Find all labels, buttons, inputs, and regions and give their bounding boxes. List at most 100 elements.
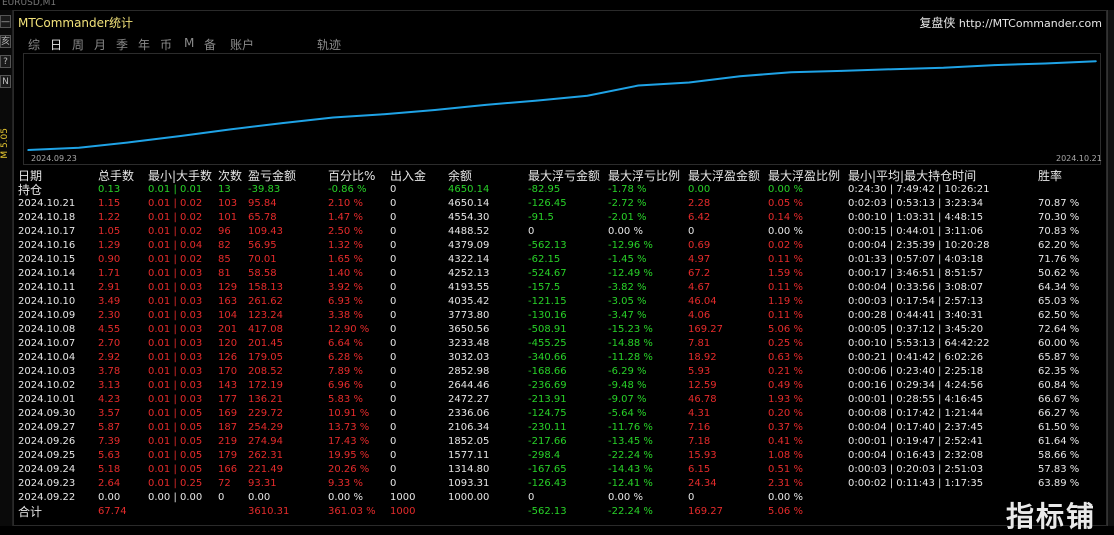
tab-day[interactable]: 日 bbox=[50, 38, 63, 52]
cell-deposit: 0 bbox=[390, 324, 397, 335]
cell-win-rate: 70.83 % bbox=[1038, 226, 1080, 237]
cell-date: 2024.10.18 bbox=[18, 212, 76, 223]
cell-hold-time: 0:00:28 | 0:44:41 | 3:40:31 bbox=[848, 310, 984, 321]
cell-max-float-profit-pct: 0.20 % bbox=[768, 408, 803, 419]
cell-hold-time: 0:00:03 | 0:20:03 | 2:51:03 bbox=[848, 464, 984, 475]
table-row[interactable]: 2024.09.24 5.18 0.01 | 0.05 166 221.49 20.26 … bbox=[18, 463, 1102, 477]
tab-account[interactable]: 账户 bbox=[230, 38, 255, 52]
table-row[interactable]: 2024.09.25 5.63 0.01 | 0.05 179 262.31 19.95 … bbox=[18, 449, 1102, 463]
total-cell-pnl: 3610.31 bbox=[248, 506, 290, 517]
table-row[interactable]: 2024.10.15 0.90 0.01 | 0.02 85 70.01 1.65 % 0 4… bbox=[18, 253, 1102, 267]
column-header-max-float-profit-pct[interactable]: 最大浮盈比例 bbox=[768, 169, 841, 183]
cell-max-float-profit: 18.92 bbox=[688, 352, 717, 363]
cell-max-float-profit-pct: 0.41 % bbox=[768, 436, 803, 447]
stats-panel: MTCommander统计 复盘侠 http://MTCommander.com… bbox=[13, 10, 1107, 533]
tab-symbol[interactable]: 币 bbox=[160, 38, 173, 52]
column-header-deposit[interactable]: 出入金 bbox=[390, 169, 427, 183]
table-row[interactable]: 2024.09.22 0.00 0.00 | 0.00 0 0.00 0.00 % 1000… bbox=[18, 491, 1102, 505]
table-row[interactable]: 2024.10.21 1.15 0.01 | 0.02 103 95.84 2.10 % 0… bbox=[18, 197, 1102, 211]
column-header-win-rate[interactable]: 胜率 bbox=[1038, 169, 1063, 183]
column-header-percent[interactable]: 百分比% bbox=[328, 169, 376, 183]
cell-date: 2024.09.26 bbox=[18, 436, 76, 447]
column-header-pnl[interactable]: 盈亏金额 bbox=[248, 169, 297, 183]
table-row[interactable]: 2024.10.10 3.49 0.01 | 0.03 163 261.62 6.93 %… bbox=[18, 295, 1102, 309]
column-header-total-lots[interactable]: 总手数 bbox=[98, 169, 135, 183]
cell-date: 2024.10.10 bbox=[18, 296, 76, 307]
cell-date: 2024.09.30 bbox=[18, 408, 76, 419]
cell-pnl: 58.58 bbox=[248, 268, 277, 279]
cell-count: 219 bbox=[218, 436, 238, 447]
cell-min-max-lots: 0.01 | 0.02 bbox=[148, 198, 203, 209]
right-scroll-edge[interactable] bbox=[1107, 10, 1114, 526]
tab-quarter[interactable]: 季 bbox=[116, 38, 129, 52]
cell-max-float-loss: 0 bbox=[528, 492, 535, 503]
cell-hold-time: 0:01:33 | 0:57:07 | 4:03:18 bbox=[848, 254, 984, 265]
column-header-date[interactable]: 日期 bbox=[18, 169, 43, 183]
brand-link[interactable]: 复盘侠 http://MTCommander.com bbox=[919, 14, 1102, 31]
tab-note[interactable]: 备 bbox=[204, 38, 217, 52]
cell-max-float-profit-pct: 5.06 % bbox=[768, 324, 803, 335]
equity-point-2024.10.08 bbox=[637, 84, 640, 87]
table-row[interactable]: 2024.10.07 2.70 0.01 | 0.03 120 201.45 6.64 %… bbox=[18, 337, 1102, 351]
cell-max-float-profit-pct: 0.63 % bbox=[768, 352, 803, 363]
cell-max-float-profit-pct: 0.00 % bbox=[768, 184, 803, 195]
table-row[interactable]: 2024.10.03 3.78 0.01 | 0.03 170 208.52 7.89 %… bbox=[18, 365, 1102, 379]
cell-date: 2024.09.22 bbox=[18, 492, 76, 503]
column-header-max-float-profit[interactable]: 最大浮盈金额 bbox=[688, 169, 761, 183]
cell-deposit: 0 bbox=[390, 450, 397, 461]
cell-max-float-profit: 46.78 bbox=[688, 394, 717, 405]
holding-row[interactable]: 持仓 0.13 0.01 | 0.01 13 -39.83 -0.86 % 0 4650.14… bbox=[18, 183, 1102, 197]
cell-percent: -0.86 % bbox=[328, 184, 367, 195]
cell-max-float-loss: -340.66 bbox=[528, 352, 567, 363]
total-row: 合计 67.74 3610.31 361.03 % 1000 -562.13 -22.24 … bbox=[18, 505, 1102, 519]
tab-year[interactable]: 年 bbox=[138, 38, 151, 52]
toolbar-button-help[interactable]: ? bbox=[0, 55, 11, 68]
table-row[interactable]: 2024.10.04 2.92 0.01 | 0.03 126 179.05 6.28 %… bbox=[18, 351, 1102, 365]
column-header-hold-time[interactable]: 最小|平均|最大持仓时间 bbox=[848, 169, 977, 183]
table-row[interactable]: 2024.10.17 1.05 0.01 | 0.02 96 109.43 2.50 % 0… bbox=[18, 225, 1102, 239]
tab-summary[interactable]: 综 bbox=[28, 38, 41, 52]
cell-max-float-loss: -126.45 bbox=[528, 198, 567, 209]
equity-point-2024.10.15 bbox=[891, 68, 894, 70]
toolbar-button-copy[interactable]: 亥 bbox=[0, 35, 11, 48]
toolbar-button-minus[interactable]: — bbox=[0, 15, 11, 28]
table-row[interactable]: 2024.10.01 4.23 0.01 | 0.03 177 136.21 5.83 %… bbox=[18, 393, 1102, 407]
cell-win-rate: 62.35 % bbox=[1038, 366, 1080, 377]
brand-url[interactable]: http://MTCommander.com bbox=[958, 17, 1102, 30]
cell-max-float-profit-pct: 0.11 % bbox=[768, 254, 803, 265]
equity-point-2024.10.14 bbox=[840, 70, 843, 72]
column-header-min-max-lots[interactable]: 最小|大手数 bbox=[148, 169, 213, 183]
cell-balance: 1314.80 bbox=[448, 464, 490, 475]
column-header-max-float-loss-pct[interactable]: 最大浮亏比例 bbox=[608, 169, 681, 183]
table-row[interactable]: 2024.10.14 1.71 0.01 | 0.03 81 58.58 1.40 % 0 4… bbox=[18, 267, 1102, 281]
table-row[interactable]: 2024.10.18 1.22 0.01 | 0.02 101 65.78 1.47 % 0… bbox=[18, 211, 1102, 225]
table-row[interactable]: 2024.10.02 3.13 0.01 | 0.03 143 172.19 6.96 %… bbox=[18, 379, 1102, 393]
table-row[interactable]: 2024.10.08 4.55 0.01 | 0.03 201 417.08 12.90 … bbox=[18, 323, 1102, 337]
table-row[interactable]: 2024.09.23 2.64 0.01 | 0.25 72 93.31 9.33 % 0 1… bbox=[18, 477, 1102, 491]
cell-count: 166 bbox=[218, 464, 238, 475]
tab-month[interactable]: 月 bbox=[94, 38, 107, 52]
tab-trajectory[interactable]: 轨迹 bbox=[317, 38, 342, 52]
tab-magic[interactable]: M bbox=[184, 36, 195, 50]
table-row[interactable]: 2024.09.30 3.57 0.01 | 0.05 169 229.72 10.91 … bbox=[18, 407, 1102, 421]
column-header-max-float-loss[interactable]: 最大浮亏金额 bbox=[528, 169, 601, 183]
table-row[interactable]: 2024.10.09 2.30 0.01 | 0.03 104 123.24 3.38 %… bbox=[18, 309, 1102, 323]
table-row[interactable]: 2024.09.26 7.39 0.01 | 0.05 219 274.94 17.43 … bbox=[18, 435, 1102, 449]
table-row[interactable]: 2024.10.16 1.29 0.01 | 0.04 82 56.95 1.32 % 0 4… bbox=[18, 239, 1102, 253]
cell-win-rate: 60.84 % bbox=[1038, 380, 1080, 391]
tab-week[interactable]: 周 bbox=[72, 38, 85, 52]
cell-hold-time: 0:00:15 | 0:44:01 | 3:11:06 bbox=[848, 226, 984, 237]
cell-count: 82 bbox=[218, 240, 231, 251]
toolbar-button-n[interactable]: N bbox=[0, 75, 11, 88]
cell-win-rate: 60.00 % bbox=[1038, 338, 1080, 349]
cell-total-lots: 0.00 bbox=[98, 492, 121, 503]
column-header-balance[interactable]: 余额 bbox=[448, 169, 473, 183]
cell-win-rate: 50.62 % bbox=[1038, 268, 1080, 279]
column-header-count[interactable]: 次数 bbox=[218, 169, 243, 183]
table-row[interactable]: 2024.10.11 2.91 0.01 | 0.03 129 158.13 3.92 %… bbox=[18, 281, 1102, 295]
cell-date: 2024.10.08 bbox=[18, 324, 76, 335]
cell-hold-time: 0:00:16 | 0:29:34 | 4:24:56 bbox=[848, 380, 984, 391]
cell-max-float-loss: -124.75 bbox=[528, 408, 567, 419]
table-row[interactable]: 2024.09.27 5.87 0.01 | 0.05 187 254.29 13.73 … bbox=[18, 421, 1102, 435]
cell-deposit: 0 bbox=[390, 366, 397, 377]
